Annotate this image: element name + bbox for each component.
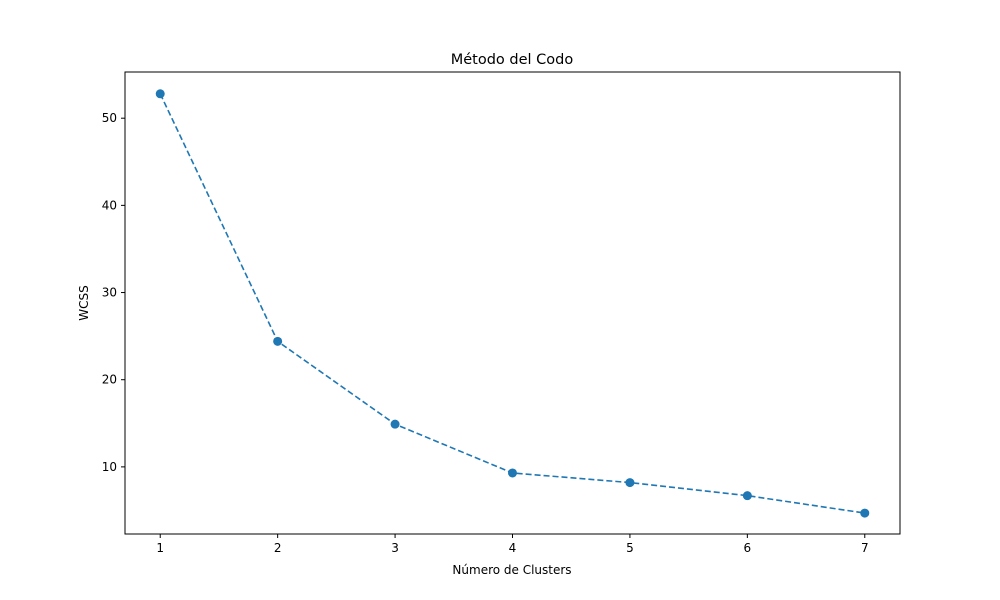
x-tick-label: 1	[156, 541, 164, 555]
plot-frame	[124, 71, 901, 535]
x-tick-label: 4	[509, 541, 517, 555]
y-tick-label: 50	[102, 111, 117, 125]
y-tick-label: 20	[102, 373, 117, 387]
data-point	[508, 468, 517, 478]
data-point	[390, 419, 400, 429]
data-point	[273, 336, 283, 346]
data-point	[742, 491, 752, 501]
x-tick-label: 5	[626, 541, 634, 555]
y-axis-label: WCSS	[77, 285, 91, 320]
x-tick-label: 7	[861, 541, 869, 555]
y-axis-ticks: 10 20 30 40 50	[102, 111, 125, 474]
x-tick-label: 2	[274, 541, 282, 555]
series-layer	[155, 89, 870, 518]
plot-area	[125, 72, 900, 534]
x-tick-label: 6	[744, 541, 752, 555]
y-tick-label: 40	[102, 198, 117, 212]
y-tick-label: 30	[102, 286, 117, 300]
y-tick-label: 10	[102, 460, 117, 474]
data-point	[860, 508, 870, 518]
data-point	[625, 478, 635, 488]
x-tick-label: 3	[391, 541, 399, 555]
x-axis-label: Número de Clusters	[452, 563, 571, 577]
x-axis-ticks: 1 2 3 4 5 6 7	[156, 534, 869, 555]
data-point	[155, 89, 165, 99]
chart-title: Método del Codo	[451, 52, 574, 68]
